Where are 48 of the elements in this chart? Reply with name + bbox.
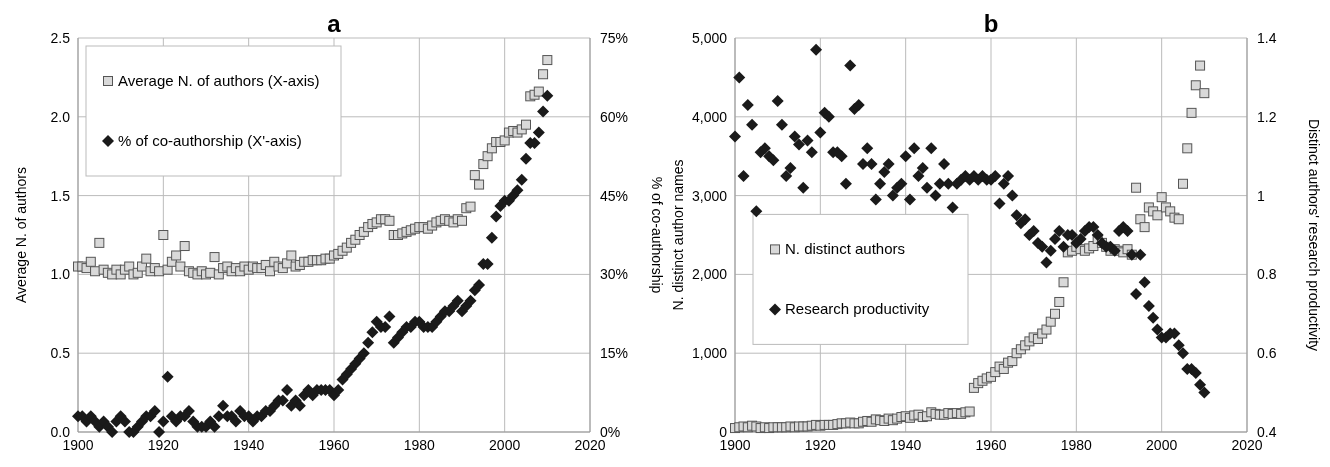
x-tick-label: 2020 [1231, 437, 1263, 453]
y2-axis-title: % of co-authorship [649, 176, 665, 294]
chart-title: b [983, 10, 999, 37]
y-tick-label: 4,000 [691, 108, 728, 125]
y2-tick-label: 1.2 [1257, 108, 1277, 125]
y2-tick-label: 1 [1257, 187, 1265, 204]
y-tick-label: 0.0 [50, 424, 71, 440]
y-tick-label: 3,000 [691, 187, 728, 204]
y-tick-label: 1,000 [691, 345, 728, 362]
x-tick-label: 1960 [318, 437, 350, 453]
y2-tick-label: 15% [600, 345, 629, 362]
y2-tick-label: 75% [600, 30, 629, 46]
y2-tick-label: 1.4 [1257, 30, 1277, 46]
x-tick-label: 1980 [1060, 437, 1093, 453]
x-tick-label: 1940 [890, 437, 922, 453]
y-tick-label: 2,000 [691, 266, 728, 283]
x-tick-label: 1900 [719, 437, 751, 453]
y2-tick-label: 0.6 [1257, 345, 1277, 362]
legend-label: N. distinct authors [785, 240, 906, 258]
y-tick-label: 1.0 [50, 266, 71, 283]
x-tick-label: 1920 [804, 437, 837, 453]
legend-label: % of co-authorship (X'-axis) [118, 132, 302, 149]
y-tick-label: 2.0 [50, 108, 71, 125]
x-tick-label: 2020 [574, 437, 606, 453]
y2-tick-label: 0% [600, 424, 621, 440]
y2-tick-label: 0.4 [1257, 424, 1277, 440]
y2-tick-label: 0.8 [1257, 266, 1277, 283]
chart-title: a [327, 10, 342, 37]
x-tick-label: 1960 [975, 437, 1007, 453]
y-axis-title: Average N. of authors [13, 167, 29, 303]
legend-label: Research productivity [785, 300, 930, 318]
y-tick-label: 0 [719, 424, 728, 440]
y-tick-label: 5,000 [691, 30, 728, 46]
y-tick-label: 0.5 [50, 345, 71, 362]
legend-label: Average N. of authors (X-axis) [118, 72, 320, 89]
y2-tick-label: 60% [600, 108, 629, 125]
x-tick-label: 2000 [489, 437, 521, 453]
y2-axis-title: Distinct authors' research productivity [1306, 118, 1322, 352]
y-axis-title: N. distinct author names [670, 159, 686, 311]
y2-tick-label: 45% [600, 187, 629, 204]
x-tick-label: 1940 [233, 437, 265, 453]
x-tick-label: 1920 [147, 437, 180, 453]
y-tick-label: 2.5 [50, 30, 71, 46]
x-tick-label: 1900 [62, 437, 94, 453]
y-tick-label: 1.5 [50, 187, 71, 204]
y2-tick-label: 30% [600, 266, 629, 283]
x-tick-label: 2000 [1146, 437, 1178, 453]
x-tick-label: 1980 [403, 437, 436, 453]
